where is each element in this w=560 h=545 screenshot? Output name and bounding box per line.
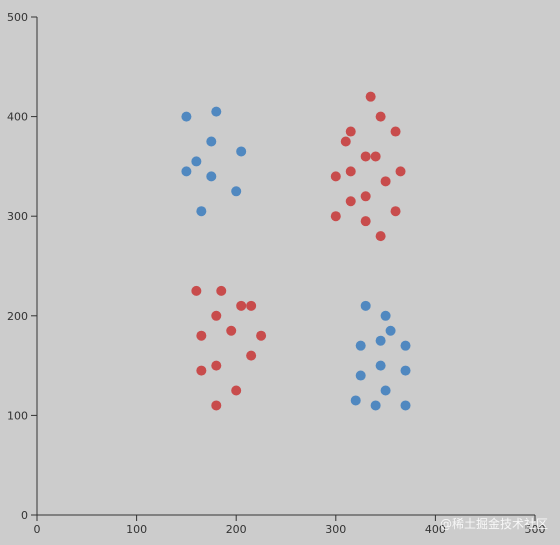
scatter-point [191, 156, 202, 167]
scatter-point [181, 166, 192, 177]
scatter-point [236, 146, 247, 157]
scatter-point [231, 385, 242, 396]
scatter-point [355, 340, 366, 351]
scatter-point [196, 330, 207, 341]
scatter-point [211, 310, 222, 321]
x-tick-label: 0 [34, 523, 41, 536]
scatter-point [345, 126, 356, 137]
scatter-point [400, 365, 411, 376]
scatter-point [211, 106, 222, 117]
scatter-point [385, 325, 396, 336]
scatter-point [390, 206, 401, 217]
scatter-point [400, 340, 411, 351]
scatter-point [211, 400, 222, 411]
x-axis-ticks: 0 100 200 300 400 500 [34, 515, 546, 536]
scatter-point [216, 285, 227, 296]
scatter-point [375, 360, 386, 371]
scatter-point [246, 300, 257, 311]
scatter-point [360, 151, 371, 162]
data-points [181, 91, 411, 411]
scatter-point [390, 126, 401, 137]
scatter-point [350, 395, 361, 406]
y-tick-label: 300 [7, 210, 28, 223]
scatter-point [206, 171, 217, 182]
scatter-point [365, 91, 376, 102]
scatter-point [191, 285, 202, 296]
x-tick-label: 300 [325, 523, 346, 536]
scatter-point [236, 300, 247, 311]
scatter-point [395, 166, 406, 177]
scatter-point [375, 231, 386, 242]
scatter-point [375, 335, 386, 346]
scatter-point [400, 400, 411, 411]
scatter-point [370, 151, 381, 162]
scatter-point [360, 191, 371, 202]
y-tick-label: 200 [7, 310, 28, 323]
scatter-point [330, 171, 341, 182]
scatter-point [340, 136, 351, 147]
scatter-point [196, 365, 207, 376]
y-tick-label: 500 [7, 11, 28, 24]
scatter-point [196, 206, 207, 217]
scatter-point [345, 166, 356, 177]
y-tick-label: 0 [21, 509, 28, 522]
scatter-point [380, 310, 391, 321]
scatter-point [355, 370, 366, 381]
scatter-point [330, 211, 341, 222]
scatter-point [380, 176, 391, 187]
scatter-point [181, 111, 192, 122]
y-tick-label: 100 [7, 409, 28, 422]
scatter-point [211, 360, 222, 371]
watermark: @稀土掘金技术社区 [440, 516, 548, 531]
x-tick-label: 400 [425, 523, 446, 536]
scatter-point [256, 330, 267, 341]
x-tick-label: 100 [126, 523, 147, 536]
axes: 0 100 200 300 400 500 0 100 200 300 400 500 [7, 11, 546, 536]
scatter-point [231, 186, 242, 197]
scatter-point [206, 136, 217, 147]
scatter-point [375, 111, 386, 122]
scatter-point [360, 300, 371, 311]
x-tick-label: 200 [226, 523, 247, 536]
y-tick-label: 400 [7, 111, 28, 124]
y-axis-ticks: 0 100 200 300 400 500 [7, 11, 37, 522]
scatter-point [246, 350, 257, 361]
scatter-point [345, 196, 356, 207]
x-tick-label: 500 [525, 523, 546, 536]
scatter-point [370, 400, 381, 411]
scatter-point [226, 325, 237, 336]
scatter-point [380, 385, 391, 396]
scatter-point [360, 216, 371, 227]
